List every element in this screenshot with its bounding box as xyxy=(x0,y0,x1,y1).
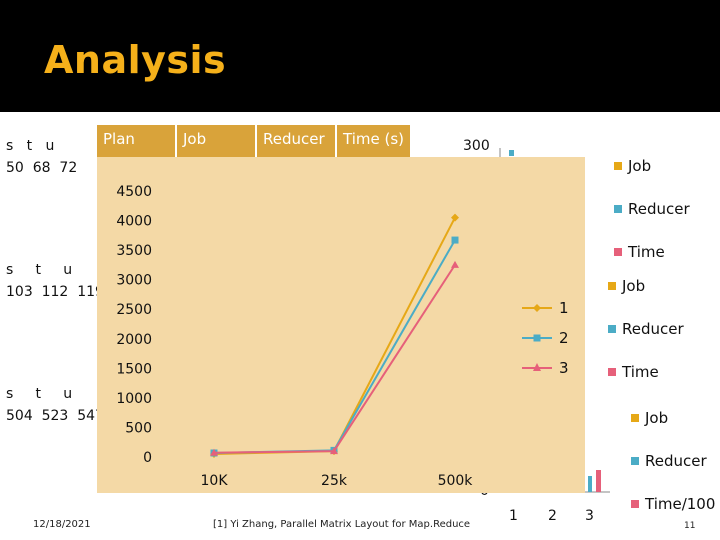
line-chart-svg: 0 500 1000 1500 2000 2500 3000 3500 4000 4500 10K 2… xyxy=(116,184,569,489)
slide-citation: [1] Yi Zhang, Parallel Matrix Layout for… xyxy=(213,519,471,530)
legend-reducer-swatch-1 xyxy=(614,205,622,213)
title-bar: Analysis xyxy=(0,0,720,112)
x-tick-label: 25k xyxy=(321,473,348,489)
data-point xyxy=(330,447,338,455)
legend-marker xyxy=(533,363,541,371)
y-tick-label: 500 xyxy=(125,420,152,436)
data-point xyxy=(451,213,459,222)
row2-values: 103 112 119 xyxy=(6,284,104,300)
legend-time-1: Time xyxy=(628,243,665,261)
slide-date: 12/18/2021 xyxy=(33,519,91,530)
x-tick-label: 10K xyxy=(201,473,229,489)
side-chart-x-label-1: 1 xyxy=(509,508,518,524)
side-bar-5 xyxy=(588,476,592,492)
legend-reducer-swatch-2 xyxy=(608,325,616,333)
slide-title: Analysis xyxy=(44,38,227,82)
y-tick-label: 3500 xyxy=(116,243,152,259)
slide-page-number: 11 xyxy=(684,521,696,531)
data-point xyxy=(210,448,218,456)
legend-job-3: Job xyxy=(645,409,669,427)
series-line-2 xyxy=(213,239,456,454)
y-tick-label: 1500 xyxy=(116,361,152,377)
legend-job-swatch-3 xyxy=(631,414,639,422)
legend-job-1: Job xyxy=(628,157,652,175)
data-point xyxy=(451,260,459,268)
y-tick-label: 4500 xyxy=(116,184,152,200)
series-line-1 xyxy=(213,217,456,456)
y-tick-label: 2500 xyxy=(116,302,152,318)
side-chart-x-label-2: 2 xyxy=(548,508,557,524)
main-line-chart: 0 500 1000 1500 2000 2500 3000 3500 4000 4500 10K 2… xyxy=(97,157,585,493)
legend-reducer-swatch-3 xyxy=(631,457,639,465)
legend-time-100: Time/100 xyxy=(645,495,716,513)
row3-header: s t u xyxy=(6,386,73,402)
legend-label-3: 3 xyxy=(559,359,569,377)
legend-reducer-1: Reducer xyxy=(628,200,690,218)
row2-header: s t u xyxy=(6,262,73,278)
table-header-reducer: Reducer xyxy=(257,125,337,157)
legend-time-swatch-3 xyxy=(631,500,639,508)
side-chart-x-label-3: 3 xyxy=(585,508,594,524)
side-bar-peak xyxy=(509,150,514,156)
legend-job-swatch-1 xyxy=(614,162,622,170)
legend-marker xyxy=(533,334,541,342)
x-tick-label: 500k xyxy=(438,473,474,489)
y-tick-label: 1000 xyxy=(116,391,152,407)
table-header-job: Job xyxy=(177,125,257,157)
series-line-3 xyxy=(213,264,456,454)
y-tick-label: 2000 xyxy=(116,332,152,348)
legend-label-1: 1 xyxy=(559,299,569,317)
legend-reducer-2: Reducer xyxy=(622,320,684,338)
legend-time-swatch-1 xyxy=(614,248,622,256)
y-tick-label: 4000 xyxy=(116,214,152,230)
legend-time-2: Time xyxy=(622,363,659,381)
legend-job-swatch-2 xyxy=(608,282,616,290)
table-header-time: Time (s) xyxy=(337,125,412,157)
side-chart-top-tick: 300 xyxy=(463,138,490,154)
legend-marker xyxy=(533,304,541,312)
row1-values: 50 68 72 xyxy=(6,160,78,176)
row1-header: s t u xyxy=(6,138,55,154)
data-point xyxy=(451,236,459,244)
legend-label-2: 2 xyxy=(559,329,569,347)
side-bar-6 xyxy=(596,470,601,492)
table-header-plan: Plan xyxy=(97,125,177,157)
y-tick-label: 3000 xyxy=(116,273,152,289)
legend-time-swatch-2 xyxy=(608,368,616,376)
y-tick-label: 0 xyxy=(143,450,152,466)
legend-reducer-3: Reducer xyxy=(645,452,707,470)
legend-job-2: Job xyxy=(622,277,646,295)
